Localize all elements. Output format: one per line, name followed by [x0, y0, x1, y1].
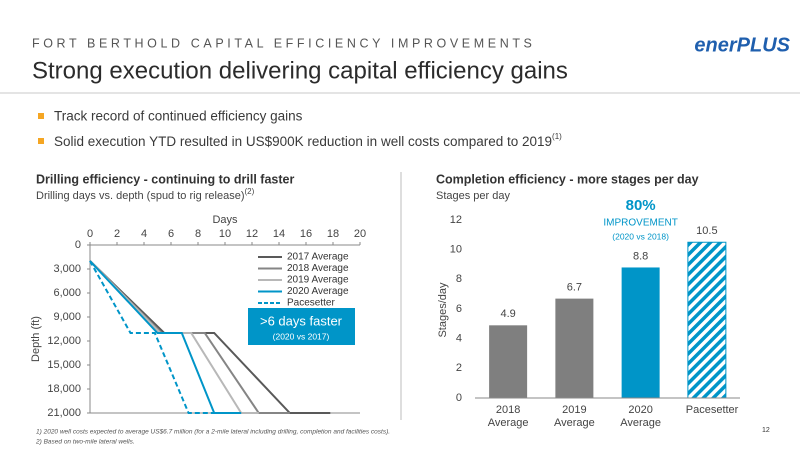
x-tick-label: 10	[219, 228, 231, 240]
y-tick-label: 12,000	[47, 335, 81, 347]
callout-note: (2020 vs 2017)	[273, 331, 330, 341]
footnote: 2) Based on two-mile lateral wells.	[35, 439, 135, 446]
x-tick-label: 18	[327, 228, 339, 240]
y-axis-label: Stages/day	[437, 282, 449, 338]
x-tick-label: 4	[141, 228, 147, 240]
line-series	[89, 260, 259, 414]
chart-subtitle: Stages per day	[436, 190, 510, 202]
chart-subtitle: Drilling days vs. depth (spud to rig rel…	[36, 187, 255, 202]
callout-box	[248, 308, 355, 345]
y-tick-label: 21,000	[47, 407, 81, 419]
line-series	[89, 260, 242, 414]
footnote-ref: (1)	[552, 132, 562, 141]
bar	[621, 267, 660, 398]
legend-label: 2018 Average	[287, 263, 349, 274]
x-tick-holder: 2019 Average	[553, 404, 595, 429]
callout-text: >6 days faster	[260, 313, 343, 328]
bullet-marker	[38, 138, 44, 144]
value-label: 8.8	[633, 250, 648, 262]
x-tick-holder: Pacesetter	[685, 404, 739, 416]
y-axis-label: Depth (ft)	[30, 316, 42, 362]
page-number: 12	[762, 427, 770, 434]
legend-label: 2019 Average	[287, 275, 349, 286]
x-tick-label: 12	[246, 228, 258, 240]
y-tick-label: 0	[75, 239, 81, 251]
bullet: Track record of continued efficiency gai…	[54, 109, 303, 124]
y-tick-label: 15,000	[47, 359, 81, 371]
line-series	[89, 260, 331, 414]
value-label: 10.5	[696, 225, 717, 237]
bullet: Solid execution YTD resulted in US$900K …	[54, 132, 562, 148]
x-tick-label: 2018 Average	[487, 404, 529, 429]
x-tick-label: 2	[114, 228, 120, 240]
x-tick-label: 8	[195, 228, 201, 240]
bar	[489, 325, 528, 398]
annotation: IMPROVEMENT	[603, 218, 677, 229]
y-tick-label: 6,000	[53, 287, 81, 299]
legend-label: 2017 Average	[287, 252, 349, 263]
y-tick-label: 3,000	[53, 263, 81, 275]
annotation: (2020 vs 2018)	[612, 231, 669, 241]
annotation: 80%	[626, 197, 656, 214]
logo: enerPLUS	[694, 34, 790, 56]
y-tick-label: 6	[456, 303, 462, 315]
legend-label: 2020 Average	[287, 286, 349, 297]
subtitle-text: Drilling days vs. depth (spud to rig rel…	[36, 190, 244, 202]
bar	[687, 241, 727, 399]
y-tick-label: 9,000	[53, 311, 81, 323]
legend-label: Pacesetter	[287, 298, 335, 309]
x-tick-label: 14	[273, 228, 285, 240]
footnote: 1) 2020 well costs expected to average U…	[36, 429, 390, 436]
footnote-ref: (2)	[244, 187, 254, 196]
x-tick-label: 2019 Average	[553, 404, 595, 429]
x-tick-label: 16	[300, 228, 312, 240]
x-tick-label: Pacesetter	[685, 404, 739, 416]
x-tick-holder: 2018 Average	[487, 404, 529, 429]
x-tick-label: 0	[87, 228, 93, 240]
chart-title: Drilling efficiency - continuing to dril…	[36, 172, 294, 186]
x-tick-holder: 2020 Average	[620, 404, 662, 429]
value-label: 6.7	[567, 282, 582, 294]
y-tick-label: 4	[456, 333, 462, 345]
y-tick-label: 2	[456, 362, 462, 374]
line-series	[89, 260, 215, 414]
slide-title: Strong execution delivering capital effi…	[32, 57, 568, 84]
y-tick-label: 12	[450, 214, 462, 226]
x-axis-label: Days	[212, 214, 238, 226]
y-tick-label: 18,000	[47, 383, 81, 395]
x-tick-label: 20	[354, 228, 366, 240]
bullet-marker	[38, 113, 44, 119]
y-tick-label: 10	[450, 244, 462, 256]
value-label: 4.9	[500, 308, 515, 320]
kicker: FORT BERTHOLD CAPITAL EFFICIENCY IMPROVE…	[32, 36, 536, 50]
x-tick-label: 2020 Average	[620, 404, 662, 429]
y-tick-label: 8	[456, 273, 462, 285]
bullet-text: Solid execution YTD resulted in US$900K …	[54, 134, 552, 149]
bar	[555, 298, 594, 398]
x-tick-label: 6	[168, 228, 174, 240]
chart-title: Completion efficiency - more stages per …	[436, 172, 699, 186]
y-tick-label: 0	[456, 392, 462, 404]
